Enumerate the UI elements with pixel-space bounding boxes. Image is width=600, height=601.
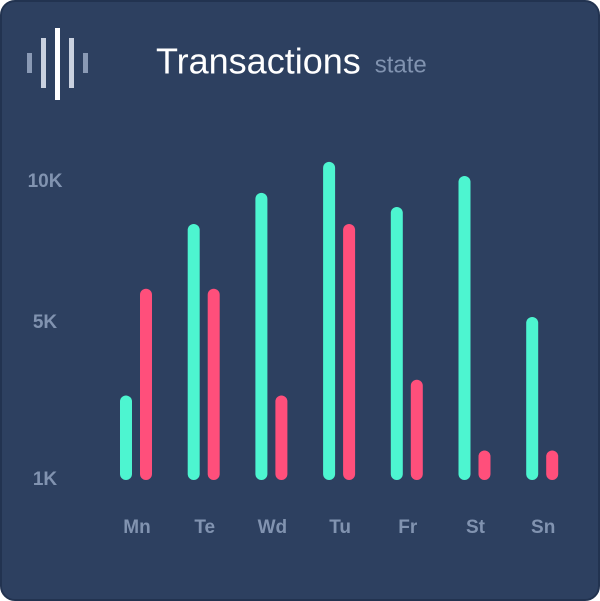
chart-title: Transactions — [156, 41, 361, 82]
x-tick-label: Sn — [531, 517, 555, 538]
bar — [323, 161, 336, 480]
x-tick-label: Mn — [123, 517, 150, 538]
x-tick-label: Te — [194, 517, 215, 538]
x-tick-label: St — [466, 517, 486, 538]
chart-subtitle: state — [375, 51, 427, 78]
x-tick-label: Tu — [329, 517, 351, 538]
y-tick-label: 5K — [33, 312, 58, 333]
y-tick-label: 1K — [33, 469, 58, 490]
y-tick-label: 10K — [28, 171, 63, 192]
bar — [458, 176, 471, 480]
x-tick-label: Fr — [398, 517, 418, 538]
bar — [140, 288, 152, 480]
bar — [390, 207, 403, 480]
x-tick-label: Wd — [258, 517, 288, 538]
bar — [478, 450, 491, 480]
logo-icon — [27, 28, 88, 100]
bar — [526, 317, 539, 480]
bar — [207, 288, 220, 480]
bar — [410, 379, 423, 480]
bar — [120, 395, 132, 480]
bar — [546, 450, 559, 480]
bar — [275, 395, 288, 480]
bar — [187, 223, 200, 480]
bar — [255, 192, 268, 481]
bar — [343, 223, 356, 480]
